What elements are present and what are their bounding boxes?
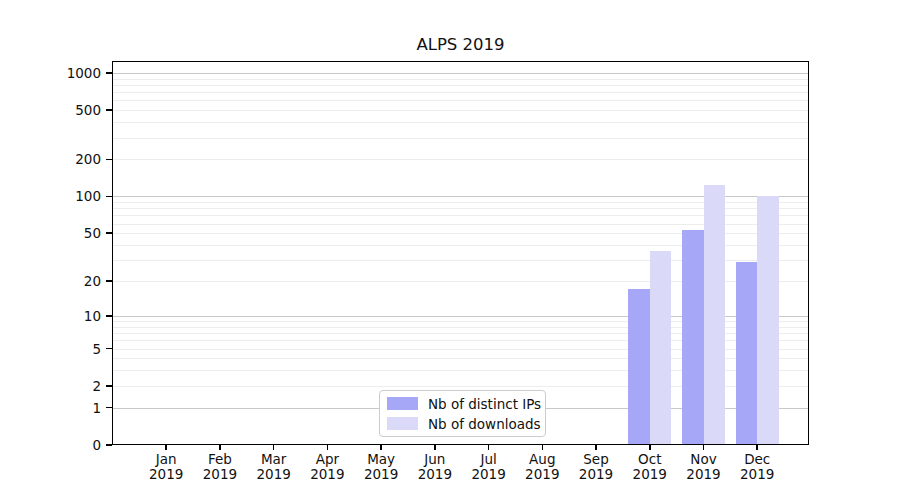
- y-tick: [106, 407, 112, 409]
- bar-nb-of-downloads-oct: [650, 251, 672, 445]
- bar-nb-of-downloads-dec: [757, 196, 779, 445]
- gridline-minor: [112, 100, 809, 101]
- x-tick: [165, 445, 167, 450]
- y-tick-label: 1: [92, 399, 101, 417]
- x-tick: [756, 445, 758, 450]
- gridline-minor: [112, 122, 809, 123]
- gridline-minor: [112, 110, 809, 111]
- legend-label: Nb of distinct IPs: [428, 396, 541, 412]
- y-tick-label: 100: [75, 187, 101, 205]
- x-tick: [273, 445, 275, 450]
- x-tick: [434, 445, 436, 450]
- gridline-minor: [112, 85, 809, 86]
- plot-area: Nb of distinct IPsNb of downloads 012510…: [112, 61, 809, 445]
- y-tick: [106, 444, 112, 446]
- x-tick: [542, 445, 544, 450]
- gridline-minor: [112, 159, 809, 160]
- bar-nb-of-downloads-nov: [704, 185, 726, 445]
- chart-title: ALPS 2019: [112, 35, 809, 55]
- y-tick: [106, 385, 112, 387]
- y-tick: [106, 72, 112, 74]
- bar-nb-of-distinct-ips-nov: [682, 230, 704, 445]
- y-tick-label: 1000: [67, 64, 101, 82]
- y-tick-label: 200: [75, 150, 101, 168]
- legend-swatch-nb-of-downloads: [387, 417, 418, 430]
- gridline-minor: [112, 92, 809, 93]
- y-tick: [106, 280, 112, 282]
- y-tick: [106, 109, 112, 111]
- y-tick-label: 20: [84, 272, 101, 290]
- y-tick: [106, 159, 112, 161]
- legend-swatch-nb-of-distinct-ips: [387, 397, 418, 410]
- y-tick: [106, 315, 112, 317]
- x-tick: [380, 445, 382, 450]
- gridline-minor: [112, 79, 809, 80]
- y-tick-label: 0: [92, 436, 101, 454]
- chart-canvas: ALPS 2019 Nb of distinct IPs Nb of downlo…: [0, 0, 900, 500]
- x-tick: [327, 445, 329, 450]
- x-tick: [595, 445, 597, 450]
- legend-row-nb-of-distinct-ips: Nb of distinct IPs: [387, 395, 545, 413]
- y-tick: [106, 348, 112, 350]
- y-tick-label: 2: [92, 377, 101, 395]
- y-tick: [106, 196, 112, 198]
- bar-nb-of-distinct-ips-dec: [736, 262, 758, 445]
- legend: Nb of distinct IPs Nb of downloads: [379, 390, 546, 437]
- x-tick: [219, 445, 221, 450]
- legend-label: Nb of downloads: [428, 416, 541, 432]
- legend-row-nb-of-downloads: Nb of downloads: [387, 415, 545, 433]
- x-tick-month: Dec: [725, 452, 789, 467]
- x-tick-label-dec: Dec2019: [725, 452, 789, 482]
- bar-nb-of-distinct-ips-oct: [628, 289, 650, 445]
- y-tick-label: 10: [84, 307, 101, 325]
- y-tick: [106, 232, 112, 234]
- gridline-major: [112, 73, 809, 74]
- x-tick: [488, 445, 490, 450]
- x-tick-year: 2019: [725, 467, 789, 482]
- gridline-minor: [112, 138, 809, 139]
- y-tick-label: 50: [84, 224, 101, 242]
- x-tick: [649, 445, 651, 450]
- y-tick-label: 500: [75, 101, 101, 119]
- y-tick-label: 5: [92, 340, 101, 358]
- x-tick: [703, 445, 705, 450]
